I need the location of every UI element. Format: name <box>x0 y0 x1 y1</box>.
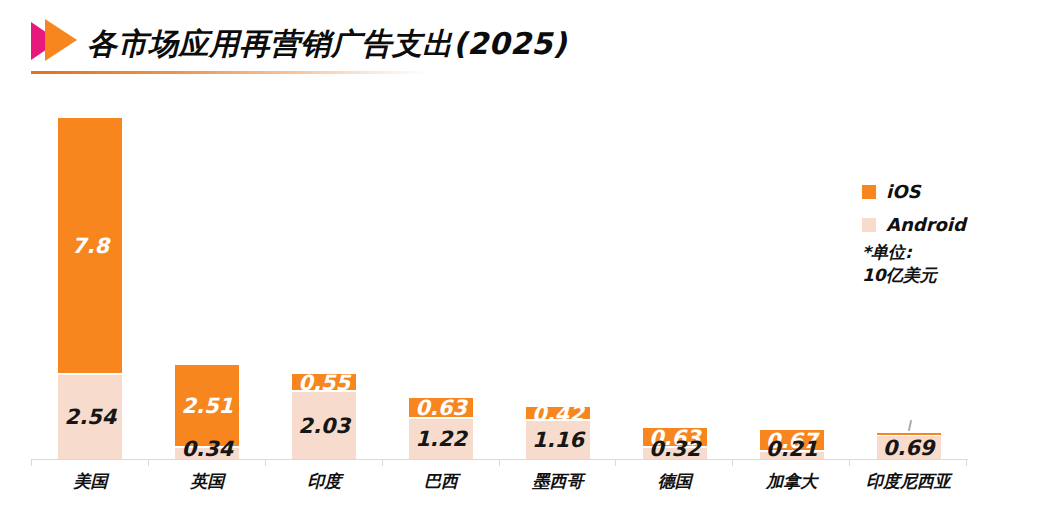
axis-tick <box>382 460 383 466</box>
axis-tick <box>31 460 32 466</box>
x-axis-line <box>31 459 968 460</box>
axis-tick <box>732 460 733 466</box>
bar-value-label-android: 1.16 <box>532 429 584 450</box>
bar-value-label-android: 0.32 <box>649 438 701 459</box>
bar-value-label-android: 0.21 <box>766 438 818 459</box>
bar-chart-plot: 7.8 2.54 美国 2.51 0.34 英国 0.55 2.03 印度 0.63 1.22 巴西 0… <box>0 0 1043 514</box>
category-label: 加拿大 <box>766 470 817 490</box>
axis-tick <box>615 460 616 466</box>
category-label: 德国 <box>658 470 692 490</box>
axis-tick <box>265 460 266 466</box>
category-label: 印度尼西亚 <box>866 470 951 490</box>
axis-tick <box>966 460 967 466</box>
axis-tick <box>499 460 500 466</box>
bar-value-label-ios: 7.8 <box>72 236 109 257</box>
bar-value-label-ios: 0.55 <box>298 372 350 393</box>
bar-value-label-android: 1.22 <box>415 428 467 449</box>
bar-value-label-ios: 0.63 <box>415 398 467 419</box>
leader-line-annotation <box>907 420 911 431</box>
axis-tick <box>849 460 850 466</box>
category-label: 美国 <box>73 470 107 490</box>
bar-value-label-android: 2.54 <box>65 407 117 428</box>
category-label: 印度 <box>307 470 341 490</box>
category-label: 英国 <box>190 470 224 490</box>
bar-value-label-ios: 0.42 <box>532 403 584 424</box>
category-label: 墨西哥 <box>532 470 583 490</box>
bar-value-label-android: 2.03 <box>298 415 350 436</box>
category-label: 巴西 <box>424 470 458 490</box>
bar-value-label-ios: 2.51 <box>181 396 233 417</box>
bar-value-label-android: 0.69 <box>883 437 935 458</box>
chart-page: 各市场应用再营销广告支出(2025) iOS Android *单位: 10亿美… <box>0 0 1043 514</box>
axis-tick <box>148 460 149 466</box>
bar-value-label-android: 0.34 <box>181 438 233 459</box>
